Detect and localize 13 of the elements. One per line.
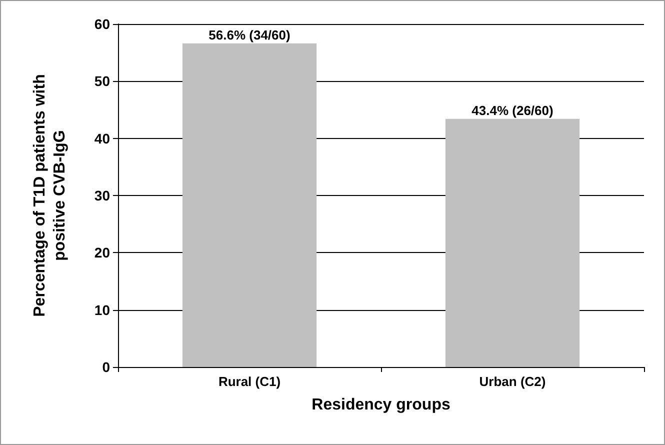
y-tick-label: 50 (94, 73, 110, 90)
y-tick-label: 40 (94, 130, 110, 146)
data-label: 43.4% (26/60) (472, 102, 554, 118)
y-tick-label: 0 (102, 359, 110, 375)
y-tick-label: 20 (94, 244, 110, 261)
y-axis-title: Percentage of T1D patients with positive CVB-IgG (32, 74, 68, 317)
y-tick-label: 60 (94, 16, 110, 32)
x-tick-label: Urban (C2) (479, 374, 546, 389)
data-label: 56.6% (34/60) (208, 27, 290, 42)
y-tick-label: 30 (94, 188, 110, 204)
y-tick-label: 10 (94, 302, 110, 318)
x-axis-title: Residency groups (312, 396, 450, 414)
x-tick-label: Rural (C1) (218, 374, 281, 389)
